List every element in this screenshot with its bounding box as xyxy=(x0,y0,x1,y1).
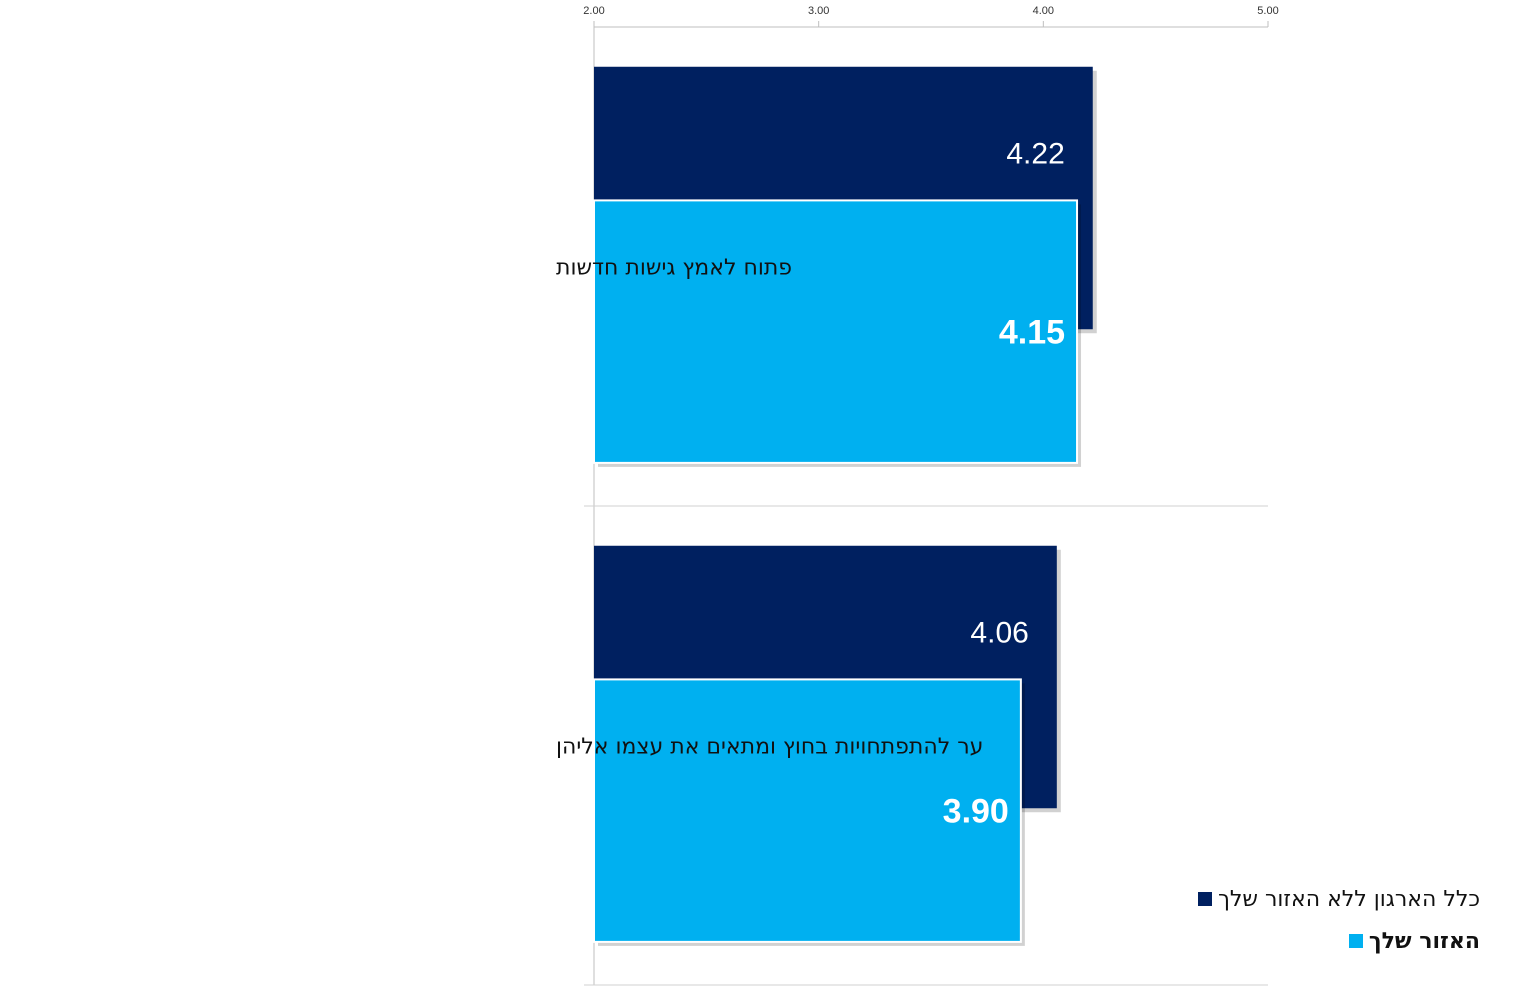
x-tick-label: 3.00 xyxy=(808,5,829,17)
bar-series-1 xyxy=(593,678,1022,943)
legend-item-series-0: כלל הארגון ללא האזור שלך xyxy=(1150,878,1480,920)
bars xyxy=(593,66,1097,946)
legend: כלל הארגון ללא האזור שלך האזור שלך xyxy=(1150,878,1480,962)
category-label: פתוח לאמץ גישות חדשות xyxy=(556,256,792,281)
category-label: ער להתפתחויות בחוץ ומתאים את עצמו אליהן xyxy=(556,735,983,760)
legend-swatch-series-1 xyxy=(1348,934,1363,948)
legend-label-series-1: האזור שלך xyxy=(1368,928,1480,954)
legend-item-series-1: האזור שלך xyxy=(1150,920,1480,962)
bar-series-1 xyxy=(593,199,1079,464)
data-label-series-1: 3.90 xyxy=(943,793,1009,831)
x-tick-label: 2.00 xyxy=(583,5,604,17)
legend-swatch-series-0 xyxy=(1198,892,1213,906)
x-tick-label: 4.00 xyxy=(1033,5,1054,17)
labels: 4.22 4.15 פתוח לאמץ גישות חדשות 4.06 3.90 ער … xyxy=(556,137,1065,830)
data-label-series-1: 4.15 xyxy=(999,314,1065,352)
x-tick-label: 5.00 xyxy=(1257,5,1278,17)
data-label-series-0: 4.22 xyxy=(1006,137,1064,170)
data-label-series-0: 4.06 xyxy=(970,616,1028,649)
legend-label-series-0: כלל הארגון ללא האזור שלך xyxy=(1218,886,1480,912)
